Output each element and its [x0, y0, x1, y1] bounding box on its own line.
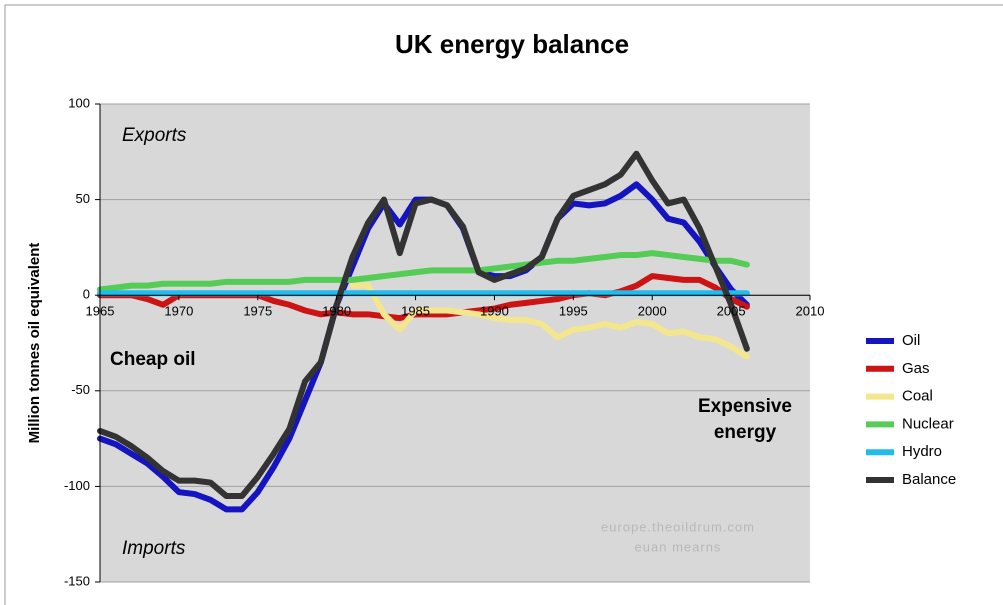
x-tick-label: 1975 — [243, 304, 272, 319]
y-tick-label: 50 — [76, 191, 90, 206]
annotation: energy — [714, 422, 777, 443]
x-tick-label: 1970 — [164, 304, 193, 319]
y-tick-label: -150 — [64, 573, 90, 588]
x-tick-label: 2010 — [796, 304, 825, 319]
y-tick-label: -100 — [64, 478, 90, 493]
legend-label: Balance — [902, 471, 956, 488]
watermark: europe.theoildrum.com — [601, 519, 755, 534]
legend-label: Gas — [902, 360, 930, 377]
annotation: Imports — [122, 538, 186, 559]
series-line — [97, 250, 750, 293]
legend-label: Coal — [902, 388, 933, 405]
watermark: euan mearns — [635, 539, 722, 554]
x-tick-label: 1965 — [86, 304, 115, 319]
series-line — [97, 150, 750, 499]
annotation: Exports — [122, 125, 187, 146]
legend-label: Hydro — [902, 443, 942, 460]
legend-label: Nuclear — [902, 415, 954, 432]
series-line — [349, 282, 750, 360]
x-tick-label: 1980 — [322, 304, 351, 319]
annotation: Expensive — [698, 396, 792, 417]
y-tick-label: -50 — [71, 382, 90, 397]
annotation: Cheap oil — [110, 349, 196, 370]
y-axis-label: Million tonnes oil equivalent — [26, 243, 43, 444]
x-tick-label: 1985 — [401, 304, 430, 319]
chart-title: UK energy balance — [395, 29, 629, 59]
y-tick-label: 0 — [83, 287, 90, 302]
x-tick-label: 1990 — [480, 304, 509, 319]
y-tick-label: 100 — [68, 95, 90, 110]
x-tick-label: 2005 — [717, 304, 746, 319]
x-tick-label: 2000 — [638, 304, 667, 319]
x-tick-label: 1995 — [559, 304, 588, 319]
legend-label: Oil — [902, 332, 920, 349]
plot-area — [100, 104, 810, 582]
